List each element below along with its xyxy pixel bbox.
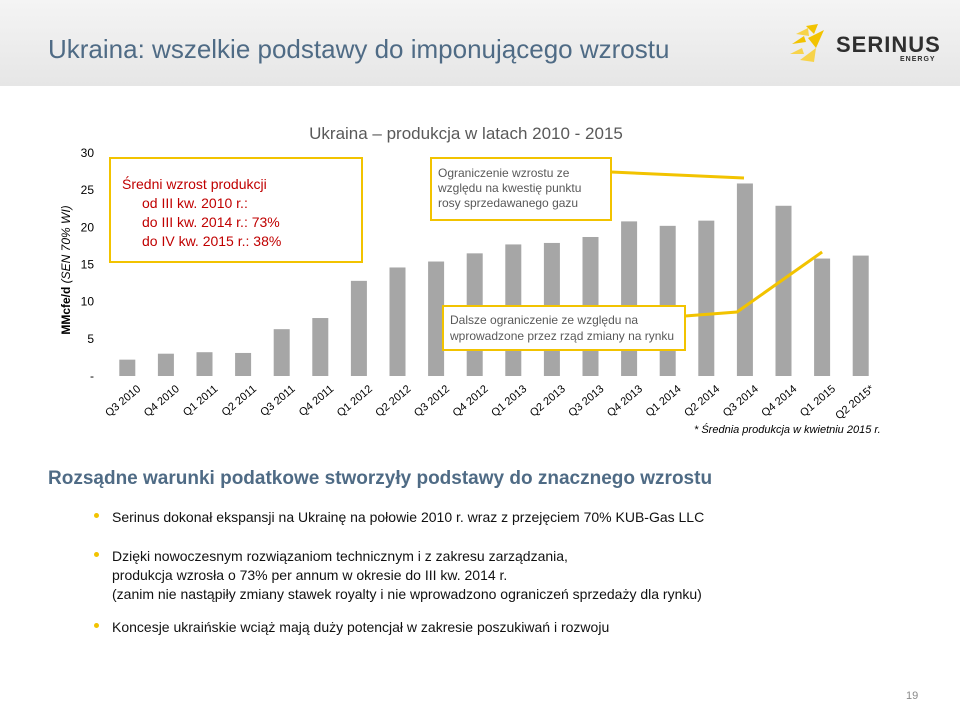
sun-rays-icon — [790, 24, 824, 62]
bullet-dot-icon — [94, 552, 99, 557]
chart-bar — [196, 352, 213, 376]
x-tick-label: Q1 2015 — [798, 383, 838, 419]
x-tick-label: Q1 2012 — [335, 383, 375, 419]
growth-annotation-box — [109, 157, 363, 263]
logo-subtext: ENERGY — [900, 56, 936, 63]
chart-bar — [312, 318, 329, 376]
trend-line-decline — [684, 250, 823, 318]
x-tick-label: Q4 2010 — [142, 383, 182, 419]
x-tick-label: Q1 2013 — [489, 383, 529, 419]
chart-bar — [698, 220, 715, 376]
bullet-text: produkcja wzrosła o 73% per annum w okre… — [112, 567, 508, 583]
x-tick-label: Q3 2011 — [258, 383, 297, 419]
page-title: Ukraina: wszelkie podstawy do imponujące… — [48, 34, 670, 64]
chart-bar — [659, 225, 676, 376]
x-tick-label: Q2 2015* — [833, 383, 877, 423]
bullet-text: Dzięki nowoczesnym rozwiązaniom technicz… — [112, 548, 568, 564]
y-axis-label-note: (SEN 70% WI) — [59, 205, 73, 283]
y-axis-label: MMcfe/d (SEN 70% WI) — [59, 205, 73, 334]
excise-line: względu na kwestię punktu — [437, 181, 581, 195]
excise-line: Ograniczenie wzrostu ze — [438, 166, 570, 180]
x-tick-label: Q2 2014 — [682, 383, 722, 419]
bullet-dot-icon — [94, 513, 99, 518]
y-tick-label: 10 — [81, 295, 95, 309]
chart-bar — [235, 352, 252, 376]
chart-bar — [736, 183, 753, 376]
gov-annotation-box — [442, 305, 686, 351]
x-tick-label: Q2 2013 — [528, 383, 568, 419]
chart-bar — [428, 261, 445, 376]
chart-bar — [157, 353, 174, 376]
y-tick-label: 5 — [87, 332, 94, 346]
chart-title: Ukraina – produkcja w latach 2010 - 2015 — [309, 124, 623, 143]
x-tick-label: Q3 2013 — [566, 383, 606, 419]
bullet-dot-icon — [94, 623, 99, 628]
x-tick-label: Q4 2012 — [451, 383, 491, 419]
section-subheading: Rozsądne warunki podatkowe stworzyły pod… — [48, 468, 713, 489]
growth-line: do IV kw. 2015 r.: 38% — [142, 233, 281, 249]
bullet-text: Koncesje ukraińskie wciąż mają duży pote… — [112, 619, 610, 635]
y-tick-label: 20 — [81, 220, 95, 234]
chart-bar — [775, 205, 792, 376]
x-tick-label: Q1 2011 — [181, 383, 220, 419]
x-tick-label: Q4 2011 — [297, 383, 336, 419]
x-tick-label: Q2 2011 — [220, 383, 259, 419]
chart-footnote: * Średnia produkcja w kwietniu 2015 r. — [694, 424, 881, 436]
growth-heading: Średni wzrost produkcji — [122, 175, 267, 192]
bullet-text: Serinus dokonał ekspansji na Ukrainę na … — [112, 509, 705, 525]
x-tick-label: Q3 2014 — [721, 383, 761, 419]
y-axis-label-unit: MMcfe/d — [59, 283, 73, 334]
x-tick-label: Q1 2014 — [644, 383, 684, 419]
trend-line-plateau — [610, 170, 745, 180]
chart-bar — [273, 329, 290, 376]
x-tick-label: Q4 2014 — [759, 383, 799, 419]
page-number: 19 — [906, 690, 919, 702]
logo-text: SERINUS — [836, 32, 941, 57]
serinus-logo: SERINUS ENERGY — [788, 22, 941, 72]
chart-bar — [621, 221, 638, 376]
excise-annotation-box — [430, 157, 612, 221]
chart-bar — [814, 258, 831, 376]
y-tick-label: - — [90, 369, 94, 383]
y-tick-label: 15 — [81, 258, 95, 272]
gov-line: wprowadzone przez rząd zmiany na rynku — [449, 329, 674, 343]
chart-bar — [350, 280, 367, 376]
x-tick-label: Q4 2013 — [605, 383, 645, 419]
chart-bar — [119, 359, 136, 376]
x-tick-label: Q2 2012 — [373, 383, 413, 419]
y-tick-label: 30 — [81, 146, 95, 160]
growth-line: od III kw. 2010 r.: — [142, 195, 248, 211]
chart-bar — [852, 255, 869, 376]
production-chart: Ukraina – produkcja w latach 2010 - 2015… — [59, 124, 877, 423]
chart-bar — [389, 267, 406, 376]
header-band — [0, 0, 960, 86]
excise-line: rosy sprzedawanego gazu — [438, 196, 578, 210]
x-tick-label: Q3 2012 — [412, 383, 452, 419]
growth-line: do III kw. 2014 r.: 73% — [142, 214, 280, 230]
x-tick-label: Q3 2010 — [103, 383, 143, 419]
bullet-text: (zanim nie nastąpiły zmiany stawek royal… — [112, 586, 702, 602]
y-tick-label: 25 — [81, 183, 95, 197]
gov-line: Dalsze ograniczenie ze względu na — [450, 313, 638, 327]
